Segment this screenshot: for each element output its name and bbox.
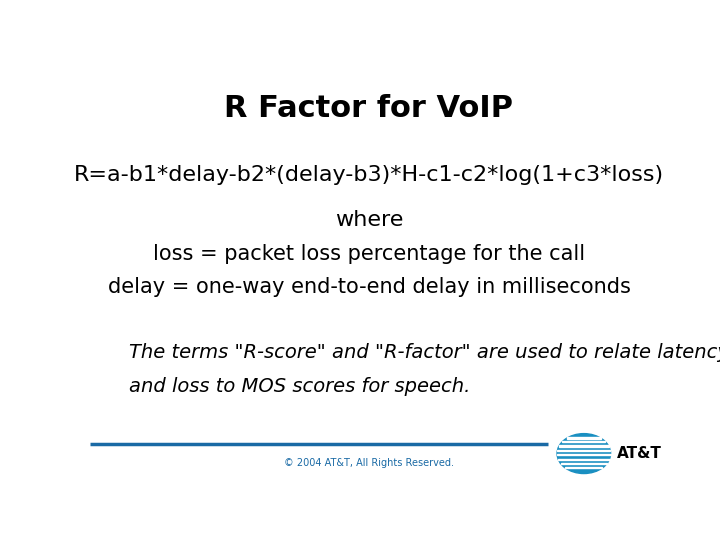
Circle shape	[557, 434, 611, 474]
Bar	[562, 441, 606, 442]
Bar	[565, 468, 603, 469]
Text: and loss to MOS scores for speech.: and loss to MOS scores for speech.	[129, 377, 470, 396]
Bar	[567, 437, 600, 438]
Text: R=a-b1*delay-b2*(delay-b3)*H-c1-c2*log(1+c3*loss): R=a-b1*delay-b2*(delay-b3)*H-c1-c2*log(1…	[74, 165, 664, 185]
Text: delay = one-way end-to-end delay in milliseconds: delay = one-way end-to-end delay in mill…	[107, 277, 631, 297]
Text: The terms "R-score" and "R-factor" are used to relate latency: The terms "R-score" and "R-factor" are u…	[129, 343, 720, 362]
Text: R Factor for VoIP: R Factor for VoIP	[225, 94, 513, 123]
Text: © 2004 AT&T, All Rights Reserved.: © 2004 AT&T, All Rights Reserved.	[284, 458, 454, 468]
Bar	[557, 450, 611, 451]
Text: AT&T: AT&T	[617, 446, 662, 461]
Bar	[559, 446, 608, 447]
Bar	[557, 454, 611, 455]
Text: where: where	[335, 210, 403, 231]
Bar	[561, 463, 607, 464]
Bar	[558, 458, 610, 460]
Text: loss = packet loss percentage for the call: loss = packet loss percentage for the ca…	[153, 244, 585, 264]
